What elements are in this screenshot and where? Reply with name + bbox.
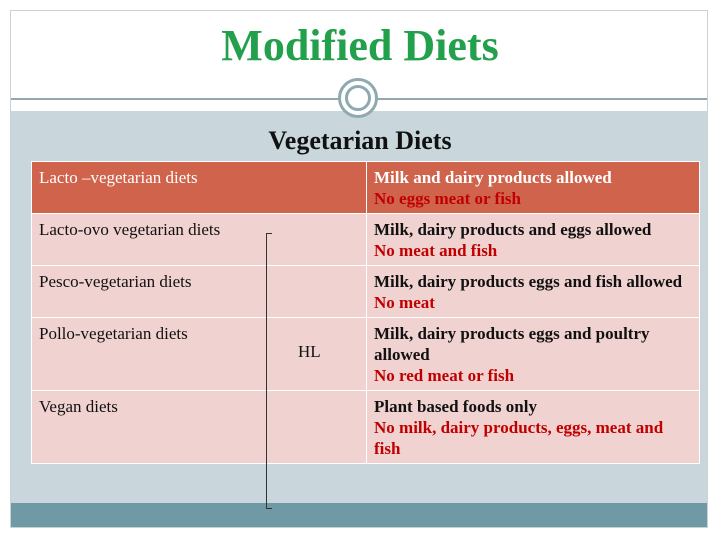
- restricted-text: No red meat or fish: [374, 366, 515, 385]
- diet-rule-cell: Milk, dairy products eggs and poultry al…: [366, 317, 700, 391]
- slide-subtitle: Vegetarian Diets: [268, 126, 452, 155]
- restricted-text: No meat and fish: [374, 241, 498, 260]
- diet-rule-cell: Milk, dairy products and eggs allowed No…: [366, 213, 700, 266]
- restricted-text: No eggs meat or fish: [374, 189, 521, 208]
- table-row: Vegan diets Plant based foods only No mi…: [31, 390, 700, 464]
- diet-name-cell: Lacto –vegetarian diets: [31, 161, 367, 214]
- slide-title: Modified Diets: [221, 21, 499, 70]
- diet-name-cell: Lacto-ovo vegetarian diets: [31, 213, 367, 266]
- diet-table: Lacto –vegetarian diets Milk and dairy p…: [31, 161, 700, 464]
- hl-annotation: HL: [298, 342, 321, 361]
- table-row: Lacto –vegetarian diets Milk and dairy p…: [31, 161, 700, 214]
- allowed-text: Plant based foods only: [374, 397, 537, 416]
- restricted-text: No milk, dairy products, eggs, meat and …: [374, 418, 664, 458]
- circle-ornament-icon: [338, 78, 378, 118]
- diet-rule-cell: Plant based foods only No milk, dairy pr…: [366, 390, 700, 464]
- footer-band: [11, 503, 707, 527]
- slide-frame: [10, 10, 708, 528]
- table-row: Pesco-vegetarian diets Milk, dairy produ…: [31, 265, 700, 318]
- diet-rule-cell: Milk and dairy products allowed No eggs …: [366, 161, 700, 214]
- allowed-text: Milk, dairy products eggs and poultry al…: [374, 324, 650, 364]
- allowed-text: Milk, dairy products and eggs allowed: [374, 220, 652, 239]
- diet-rule-cell: Milk, dairy products eggs and fish allow…: [366, 265, 700, 318]
- diet-name-cell: Pesco-vegetarian diets: [31, 265, 367, 318]
- diet-name-cell: Vegan diets: [31, 390, 367, 464]
- table-row: Pollo-vegetarian diets Milk, dairy produ…: [31, 317, 700, 391]
- allowed-text: Milk, dairy products eggs and fish allow…: [374, 272, 683, 291]
- diet-name-cell: Pollo-vegetarian diets: [31, 317, 367, 391]
- bracket-line: [266, 233, 272, 509]
- restricted-text: No meat: [374, 293, 435, 312]
- table-row: Lacto-ovo vegetarian diets Milk, dairy p…: [31, 213, 700, 266]
- allowed-text: Milk and dairy products allowed: [374, 168, 612, 187]
